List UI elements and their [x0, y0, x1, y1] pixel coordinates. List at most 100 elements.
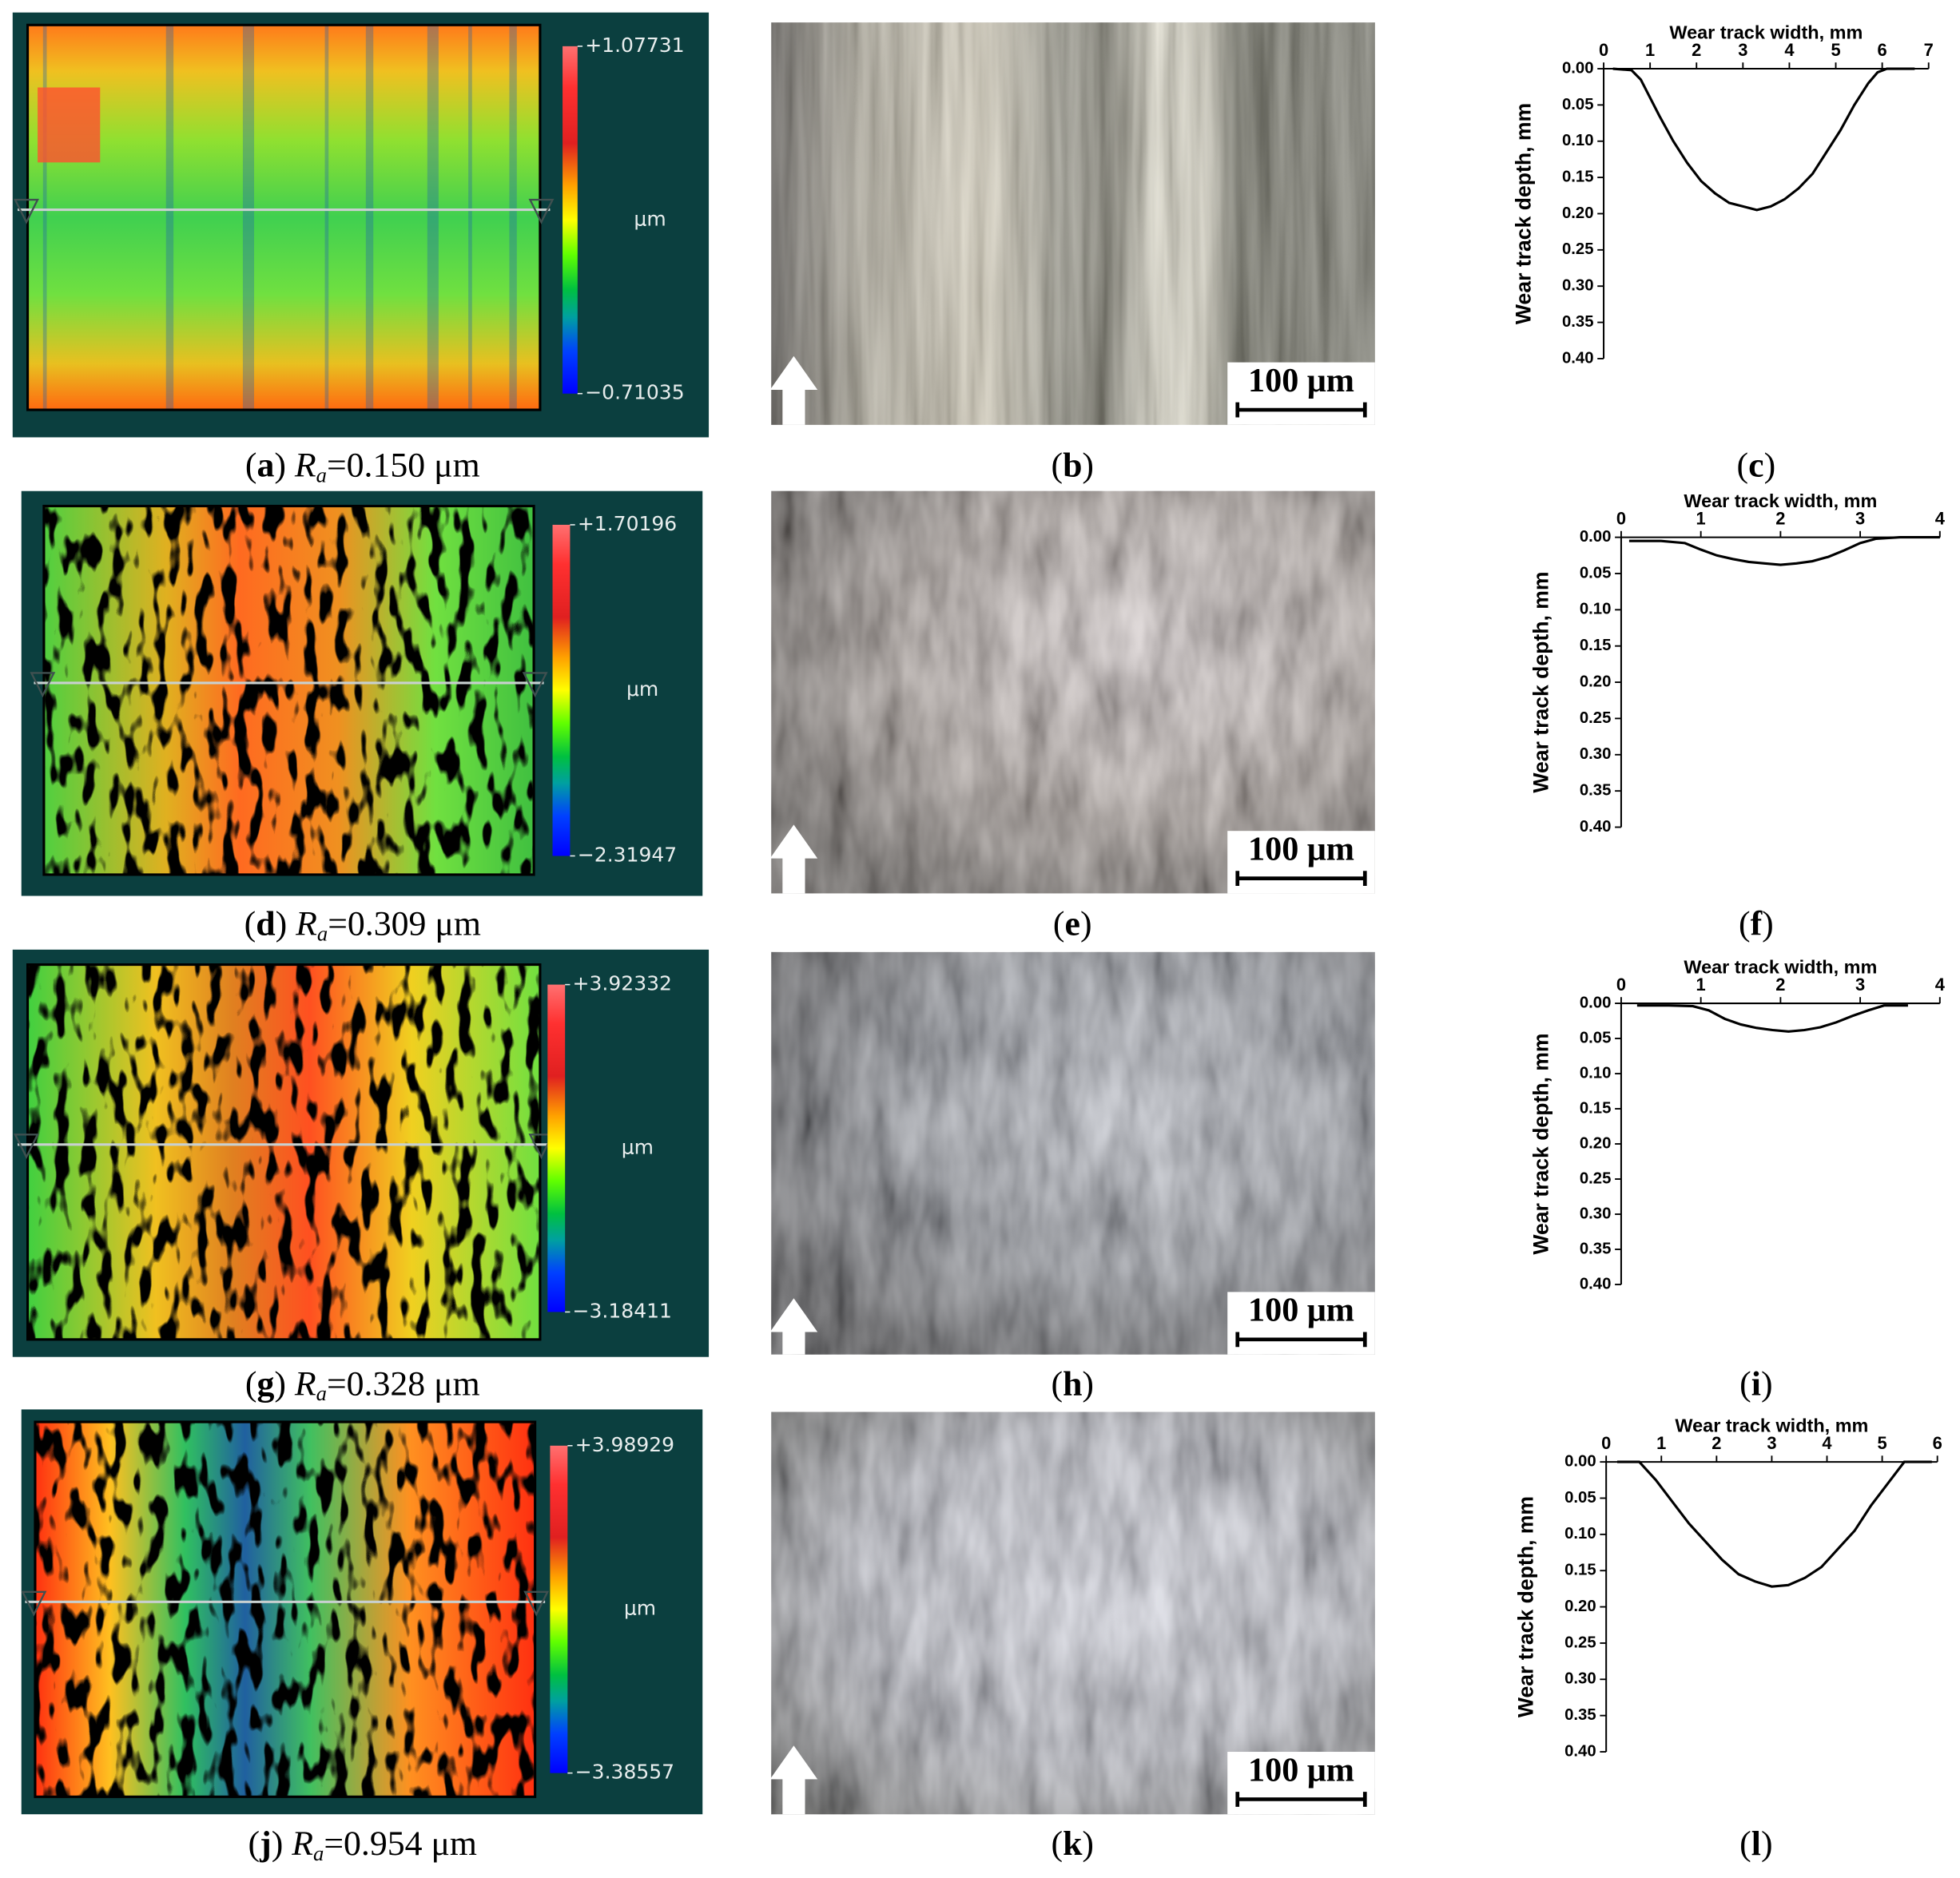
y-tick-label: 0.15	[1580, 637, 1612, 654]
panel-caption: (d) Ra=0.309 μm	[245, 905, 481, 946]
colorbar-label: +1.07731	[585, 34, 684, 57]
colorbar-label: +1.70196	[578, 512, 677, 535]
x-tick-label: 6	[1933, 1433, 1942, 1453]
y-tick-label: 0.05	[1580, 564, 1612, 582]
y-tick-label: 0.40	[1562, 349, 1594, 367]
colorbar	[552, 524, 571, 856]
scale-bar-box	[1227, 831, 1375, 894]
y-tick-label: 0.25	[1580, 1169, 1612, 1187]
caption-run: a	[316, 1381, 327, 1405]
x-tick-label: 1	[1645, 40, 1655, 60]
micrograph-texture	[771, 22, 1375, 425]
x-axis-title: Wear track width, mm	[1669, 22, 1863, 42]
micrograph-texture	[771, 951, 1375, 1355]
x-tick-label: 0	[1601, 1433, 1611, 1453]
x-tick-label: 3	[1855, 975, 1865, 995]
colorbar-unit: μm	[622, 1136, 654, 1159]
scale-bar	[1235, 1792, 1367, 1807]
caption-run: )	[1082, 1364, 1094, 1403]
x-tick-label: 1	[1656, 1433, 1666, 1453]
colorbar-unit: μm	[624, 1597, 656, 1620]
colorbar-unit: μm	[626, 677, 658, 701]
panel-caption: (e)	[1053, 905, 1092, 943]
caption-run: R	[291, 1824, 313, 1863]
caption-run: )	[1082, 1824, 1094, 1863]
map-stripe	[509, 25, 517, 411]
profile-curve	[1628, 536, 1940, 566]
map-stripe	[427, 25, 439, 411]
x-tick-label: 0	[1616, 975, 1626, 995]
y-tick-label: 0.20	[1564, 1598, 1596, 1615]
scale-bar-box	[1227, 1752, 1375, 1815]
y-tick-label: 0.00	[1564, 1452, 1596, 1470]
caption-run: c	[1748, 447, 1763, 485]
profile-marker	[21, 1590, 47, 1617]
profile-marker	[522, 672, 548, 698]
caption-run: )	[274, 1364, 295, 1403]
caption-run: )	[1762, 905, 1774, 943]
y-tick-label: 0.00	[1562, 59, 1594, 77]
y-tick-label: 0.35	[1562, 313, 1594, 331]
caption-run: k	[1063, 1824, 1083, 1863]
caption-run: =0.150 μm	[327, 447, 480, 485]
caption-run: )	[1082, 447, 1094, 485]
y-tick-label: 0.30	[1580, 745, 1612, 763]
colorbar-label: +3.92332	[573, 972, 672, 995]
panel-caption: (f)	[1739, 905, 1774, 943]
x-tick-label: 4	[1935, 975, 1946, 995]
y-tick-label: 0.30	[1564, 1670, 1596, 1688]
caption-run: f	[1751, 905, 1763, 943]
panel-caption: (g) Ra=0.328 μm	[245, 1364, 480, 1405]
micrograph-texture	[771, 490, 1375, 894]
y-tick-label: 0.05	[1562, 96, 1594, 113]
profile-marker	[14, 198, 39, 224]
y-tick-label: 0.40	[1580, 818, 1612, 836]
colorbar	[563, 46, 578, 394]
caption-run: d	[256, 905, 275, 943]
y-axis-title: Wear track depth, mm	[1529, 1033, 1552, 1254]
panel-caption: (b)	[1051, 447, 1094, 485]
caption-run: a	[313, 1841, 324, 1865]
caption-run: b	[1063, 447, 1082, 485]
profile-curve	[1612, 67, 1915, 212]
scale-bar-label: 100 μm	[1248, 1751, 1354, 1789]
x-tick-label: 6	[1878, 40, 1887, 60]
micrograph-texture	[771, 1411, 1375, 1815]
x-tick-label: 1	[1696, 975, 1706, 995]
caption-run: )	[272, 1824, 292, 1863]
colorbar-label: +3.98929	[575, 1433, 674, 1456]
x-tick-label: 1	[1696, 508, 1706, 528]
x-tick-label: 0	[1599, 40, 1608, 60]
caption-run: (	[1051, 1824, 1063, 1863]
caption-run: (	[1051, 1364, 1063, 1403]
map-stripe	[365, 25, 374, 411]
y-tick-label: 0.10	[1564, 1525, 1596, 1543]
caption-run: l	[1751, 1824, 1761, 1863]
profile-marker	[528, 198, 555, 224]
x-tick-label: 7	[1924, 40, 1934, 60]
caption-run: h	[1063, 1364, 1082, 1403]
colorbar-label: −3.18411	[573, 1299, 672, 1322]
caption-run: (	[245, 905, 256, 943]
map-stripe	[324, 25, 329, 411]
panel-caption: (c)	[1737, 447, 1776, 485]
caption-run: )	[1761, 1824, 1773, 1863]
caption-run: )	[276, 905, 296, 943]
y-axis-title: Wear track depth, mm	[1514, 1496, 1538, 1717]
y-tick-label: 0.40	[1564, 1742, 1596, 1760]
caption-run: a	[317, 922, 328, 946]
panel-caption: (l)	[1739, 1824, 1772, 1863]
caption-run: =0.328 μm	[327, 1364, 480, 1403]
profile-marker	[14, 1134, 39, 1160]
caption-run: )	[1764, 447, 1776, 485]
caption-run: (	[245, 447, 257, 485]
x-axis-title: Wear track width, mm	[1684, 956, 1877, 977]
profile-marker	[30, 672, 56, 698]
colorbar-label: −2.31947	[578, 843, 677, 866]
scale-bar-label: 100 μm	[1248, 1292, 1354, 1329]
y-tick-label: 0.10	[1580, 1064, 1612, 1082]
x-tick-label: 0	[1616, 508, 1626, 528]
caption-run: (	[1051, 447, 1063, 485]
caption-run: )	[1080, 905, 1092, 943]
